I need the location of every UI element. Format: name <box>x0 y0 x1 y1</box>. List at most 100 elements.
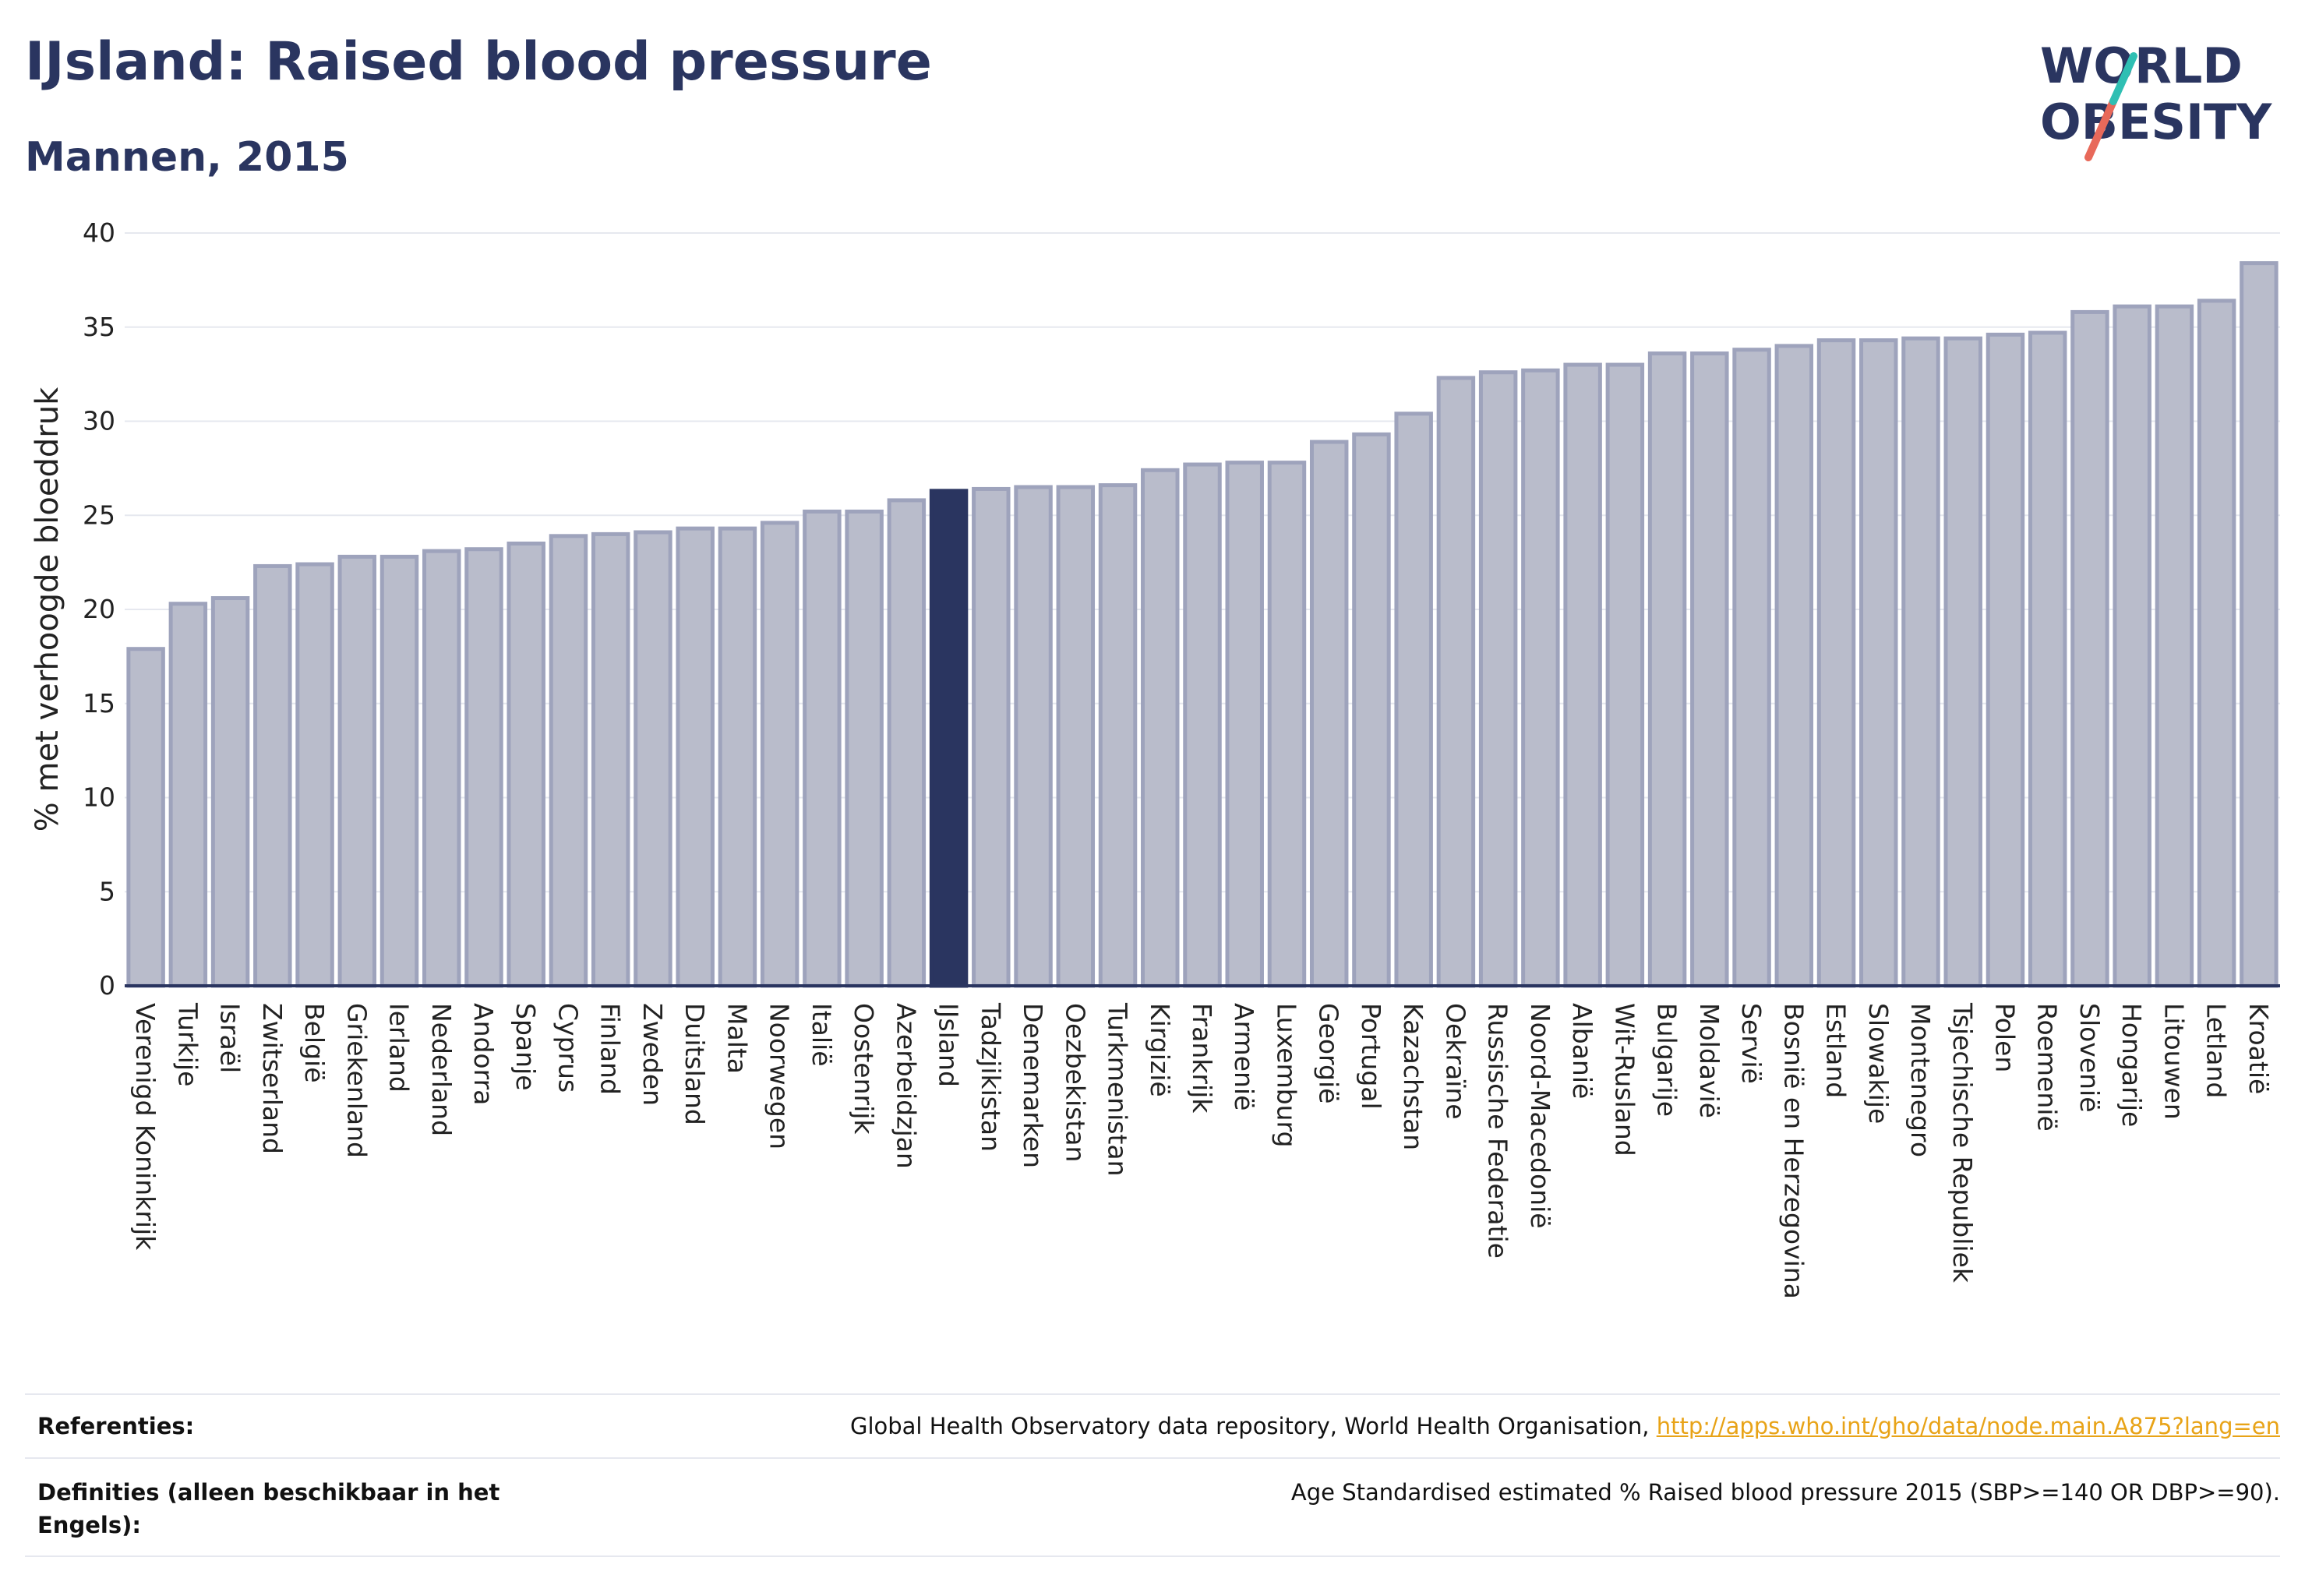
bar <box>1183 462 1222 988</box>
x-tick-label: Polen <box>1989 1003 2020 1072</box>
y-tick-label: 25 <box>83 500 115 530</box>
y-tick-labels: 0 5 10 15 20 25 30 35 40 <box>83 217 115 1001</box>
bar <box>1563 362 1602 988</box>
bar <box>1056 485 1096 988</box>
y-tick-label: 40 <box>83 217 115 248</box>
bar <box>126 647 165 988</box>
y-tick-label: 5 <box>99 876 115 906</box>
x-tick-label: Turkmenistan <box>1103 1002 1133 1177</box>
bar <box>1478 370 1518 988</box>
x-tick-label: Bosnië en Herzegovina <box>1778 1003 1809 1299</box>
x-tick-label: Spanje <box>510 1003 541 1091</box>
x-tick-label: Kirgizië <box>1145 1003 1175 1097</box>
x-tick-label: Ierland <box>384 1003 415 1093</box>
x-tick-label: Hongarije <box>2116 1003 2147 1127</box>
x-tick-label: Duitsland <box>679 1003 710 1125</box>
definitions-value: Age Standardised estimated % Raised bloo… <box>1290 1479 2280 1506</box>
x-tick-label: Nederland <box>426 1003 457 1136</box>
x-tick-label: Azerbeidzjan <box>891 1003 921 1169</box>
references-label: Referenties: <box>37 1413 195 1439</box>
divider-bottom <box>25 1555 2280 1557</box>
x-tick-label: Georgië <box>1314 1003 1344 1103</box>
x-tick-label: IJsland <box>934 1003 964 1087</box>
bar <box>1986 332 2025 988</box>
x-tick-label: Noorwegen <box>764 1003 795 1149</box>
bar <box>1859 338 1898 988</box>
bar <box>1267 461 1307 988</box>
bar <box>972 486 1011 988</box>
bar <box>1098 483 1138 988</box>
chart-title: IJsland: Raised blood pressure <box>25 31 932 93</box>
x-tick-label: Israël <box>215 1003 245 1073</box>
x-tick-label: Slovenië <box>2074 1003 2105 1113</box>
logo-line1: WORLD <box>2040 37 2243 94</box>
references-value: Global Health Observatory data repositor… <box>850 1410 2280 1442</box>
bar <box>1521 368 1560 988</box>
x-tick-label: Moldavië <box>1694 1003 1724 1118</box>
x-tick-label: Tadzjikistan <box>976 1002 1006 1152</box>
x-tick-label: Zweden <box>637 1003 668 1106</box>
bar <box>1309 440 1349 988</box>
x-tick-label: Estland <box>1821 1003 1851 1098</box>
bar <box>1605 362 1645 988</box>
y-tick-label: 20 <box>83 594 115 624</box>
bar <box>1901 336 1940 988</box>
y-tick-label: 30 <box>83 406 115 436</box>
x-tick-label: Finland <box>595 1003 626 1095</box>
x-tick-label: Turkije <box>172 1002 203 1086</box>
x-tick-label: Kroatië <box>2243 1003 2274 1094</box>
x-tick-label: Servië <box>1736 1003 1767 1084</box>
bar <box>1394 411 1433 988</box>
bar <box>2155 304 2194 988</box>
bar <box>295 562 334 988</box>
bar <box>1225 461 1264 988</box>
bars <box>126 261 2279 988</box>
x-tick-label: Cyprus <box>552 1003 583 1093</box>
bar-chart: 0 5 10 15 20 25 30 35 40 Verenigd Koninkrijk Turk… <box>30 217 2280 1299</box>
bar <box>760 521 800 988</box>
x-tick-label: Verenigd Koninkrijk <box>130 1003 161 1251</box>
bar <box>887 498 927 988</box>
y-tick-label: 0 <box>99 970 115 1001</box>
x-tick-labels: Verenigd Koninkrijk Turkije Israël Zwitserl… <box>130 1002 2274 1299</box>
x-tick-label: Slowakije <box>1863 1003 1894 1124</box>
definitions-label: Definities (alleen beschikbaar in het En… <box>37 1479 500 1538</box>
definitions-row: Definities (alleen beschikbaar in het En… <box>25 1462 2280 1555</box>
chart-subtitle: Mannen, 2015 <box>25 134 349 181</box>
x-tick-label: Montenegro <box>1905 1003 1936 1157</box>
x-tick-label: Tsjechische Republiek <box>1947 1002 1978 1284</box>
references-link[interactable]: http://apps.who.int/gho/data/node.main.A… <box>1656 1413 2280 1439</box>
bar <box>1732 348 1771 988</box>
bar <box>1014 485 1053 988</box>
references-text: Global Health Observatory data repositor… <box>849 1413 1657 1439</box>
bar <box>507 541 545 988</box>
references-row: Referenties: Global Health Observatory d… <box>25 1398 2280 1454</box>
x-tick-label: Kazachstan <box>1398 1003 1428 1150</box>
bar <box>337 554 377 988</box>
x-tick-label: Oekraïne <box>1440 1003 1470 1120</box>
bar <box>1774 344 1814 988</box>
bar <box>422 549 461 988</box>
bar <box>1436 376 1476 988</box>
x-tick-label: Oezbekistan <box>1060 1003 1090 1162</box>
x-tick-label: België <box>299 1003 330 1083</box>
bar <box>2240 261 2279 988</box>
bar <box>253 563 292 988</box>
logo-slash-upper <box>2109 52 2137 105</box>
bar <box>210 596 250 988</box>
x-tick-label: Roemenië <box>2032 1003 2063 1132</box>
bar <box>1647 351 1687 988</box>
bar <box>1943 336 1982 988</box>
x-tick-label: Luxemburg <box>1271 1003 1301 1147</box>
x-tick-label: Oostenrijk <box>849 1003 879 1135</box>
x-tick-label: Portugal <box>1356 1003 1386 1110</box>
y-tick-label: 15 <box>83 688 115 719</box>
x-tick-label: Bulgarije <box>1652 1003 1682 1117</box>
logo-slash-lower <box>2084 97 2117 161</box>
y-tick-label: 35 <box>83 312 115 342</box>
x-tick-label: Wit-Rusland <box>1609 1003 1640 1156</box>
bar <box>2070 309 2109 988</box>
bar <box>634 530 672 988</box>
divider-middle <box>25 1457 2280 1459</box>
bar <box>1690 351 1729 988</box>
